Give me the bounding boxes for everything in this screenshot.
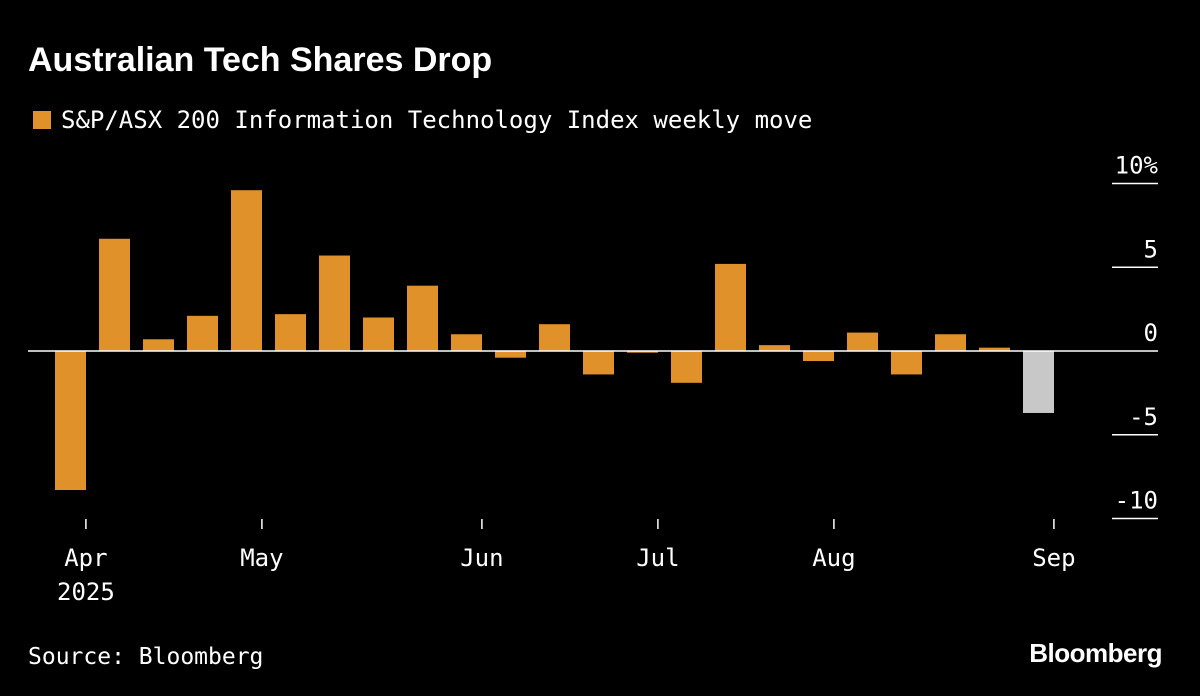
bar [495,351,526,358]
bar [99,238,130,351]
bar [275,314,306,351]
bar [451,334,482,351]
legend: S&P/ASX 200 Information Technology Index… [33,104,812,136]
x-tick-label: Aug [812,544,855,572]
bar [539,324,570,351]
legend-swatch [33,111,51,129]
y-tick-label: -5 [1129,403,1158,431]
bar [803,351,834,362]
bar [231,190,262,351]
y-axis: 10% 5 0 -5 -10 [1112,152,1159,520]
bar [627,351,658,353]
bars [55,190,1054,491]
x-tick-label: Sep [1032,544,1075,572]
bar [187,315,218,351]
bar [319,255,350,351]
bar [583,351,614,375]
x-tick-label: Jul [636,544,679,572]
bar-latest [1023,351,1054,413]
legend-label: S&P/ASX 200 Information Technology Index… [61,106,813,134]
bar [935,334,966,351]
bar [847,332,878,351]
y-tick-label: 0 [1144,319,1158,347]
bar [671,351,702,383]
y-tick-label: 10% [1115,152,1159,180]
chart-title: Australian Tech Shares Drop [28,41,493,79]
bar [891,351,922,375]
bloomberg-logo: Bloomberg [1029,638,1162,668]
x-axis: Apr 2025 May Jun Jul Aug Sep [57,519,1076,606]
source-note: Source: Bloomberg [28,644,264,670]
y-tick-label: -10 [1115,487,1158,515]
y-tick-label: 5 [1144,235,1158,263]
x-tick-label: Jun [460,544,503,572]
bar [407,285,438,351]
bar [55,351,86,491]
bar [979,347,1010,351]
bar [143,339,174,351]
bar [715,263,746,351]
x-tick-label: May [240,544,283,572]
bar [363,317,394,351]
x-tick-label: Apr [64,544,107,572]
x-tick-year-label: 2025 [57,578,115,606]
bar [759,345,790,351]
